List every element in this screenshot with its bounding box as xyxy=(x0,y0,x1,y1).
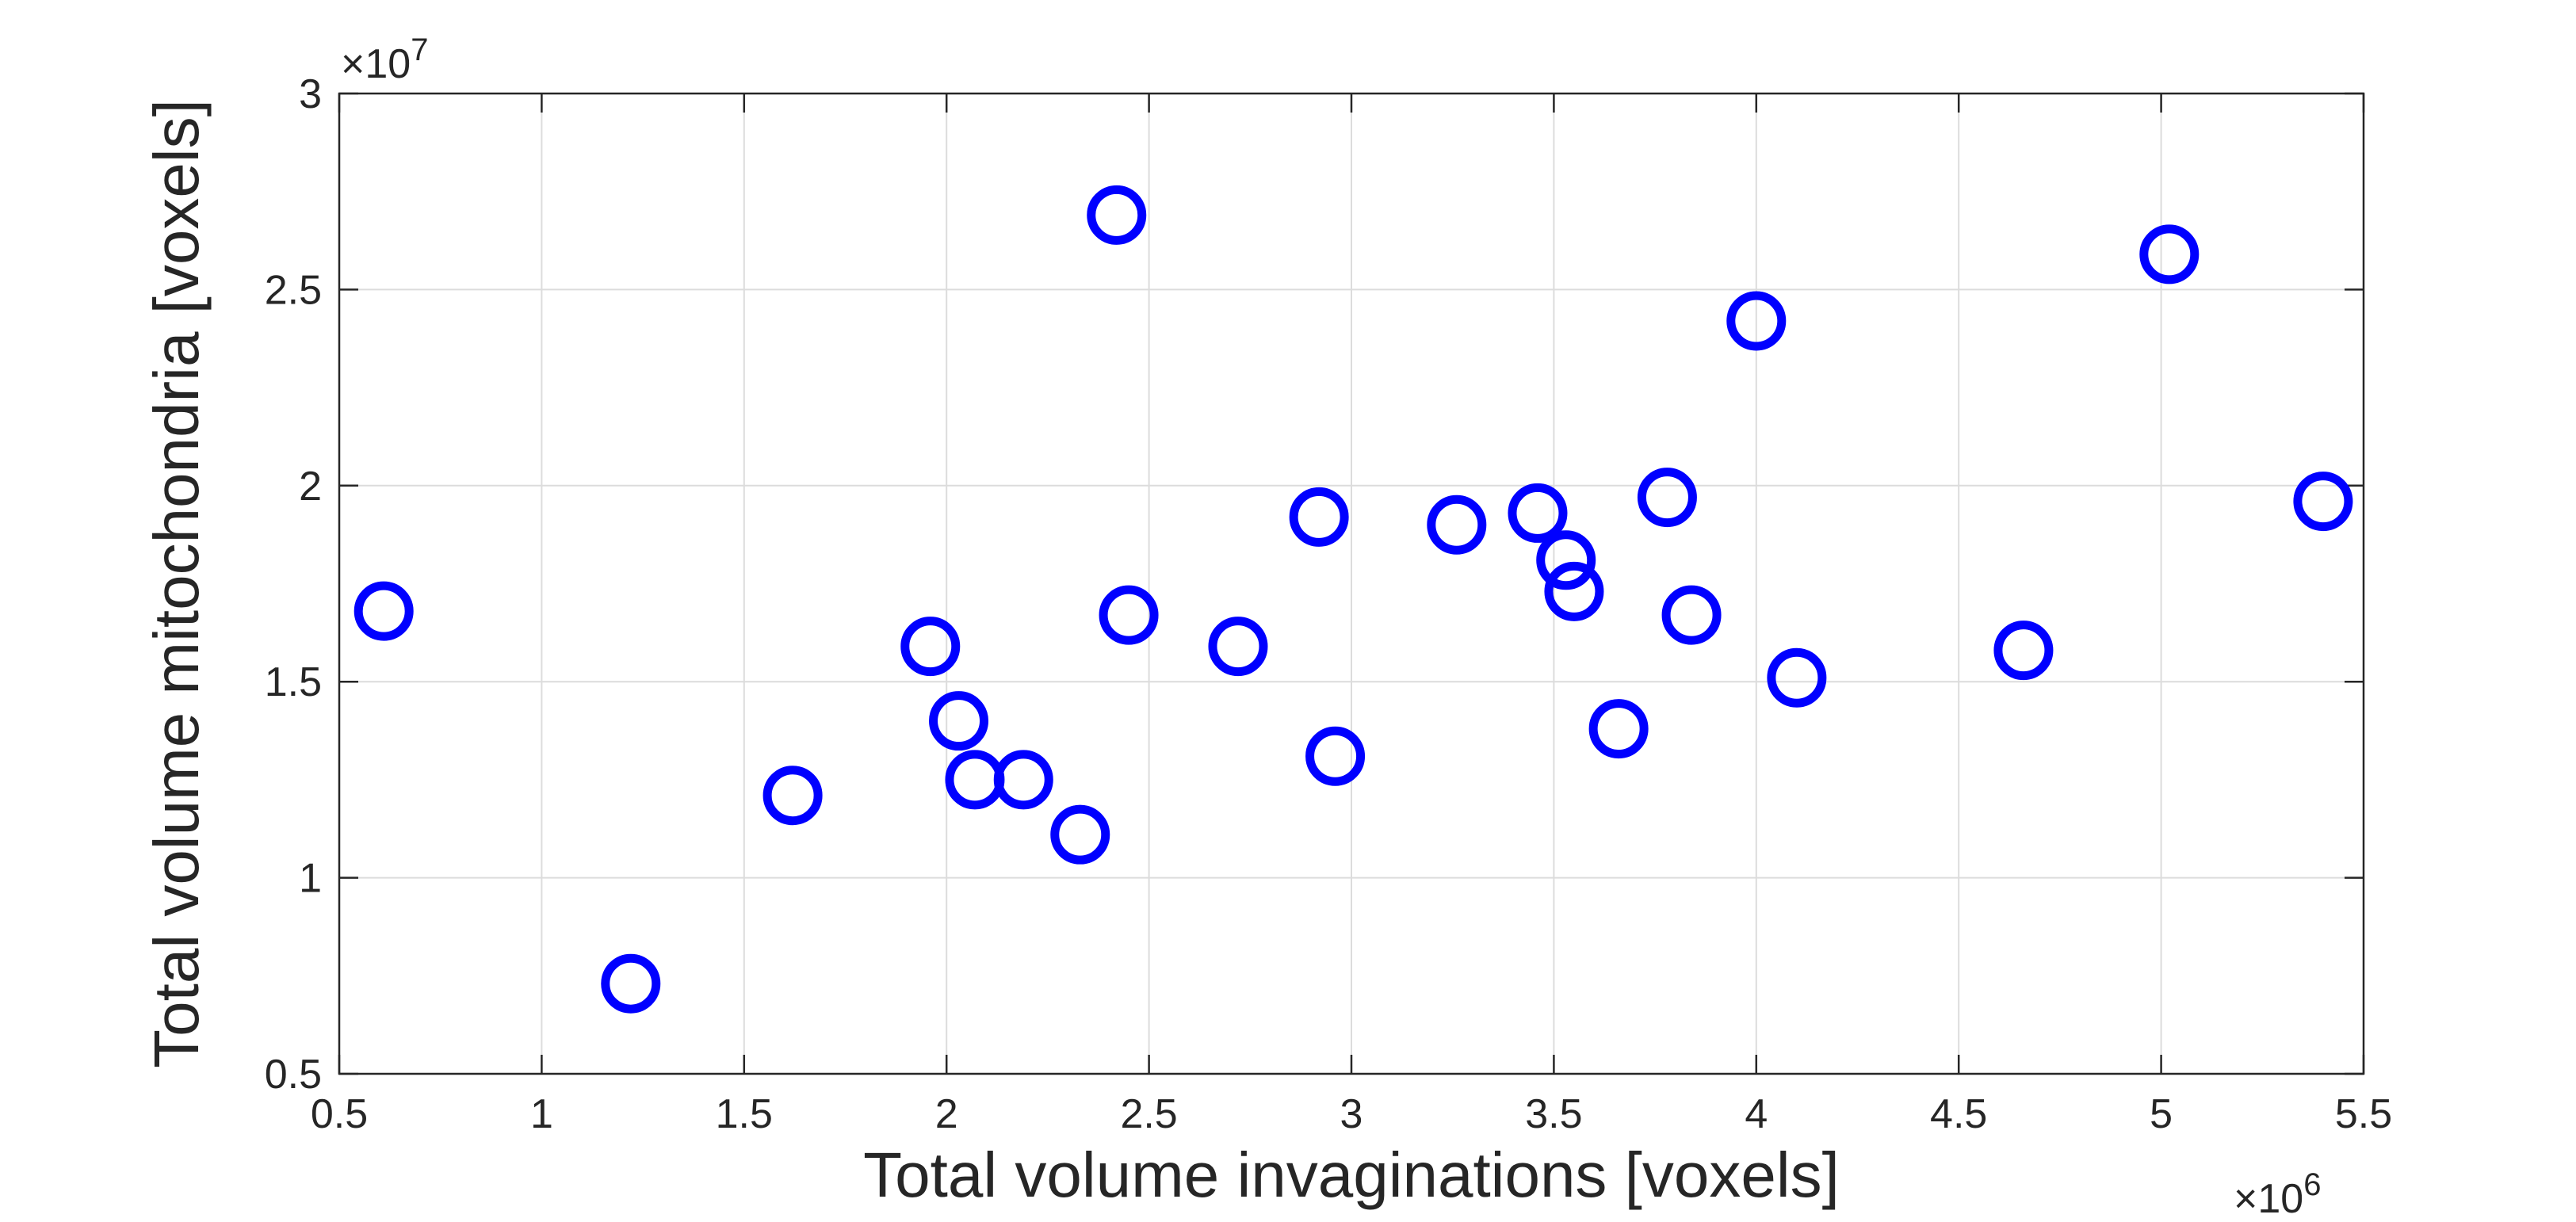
x-tick-label: 5.5 xyxy=(2335,1091,2392,1137)
y-exponent-base: ×10 xyxy=(341,41,411,87)
x-tick-label: 4 xyxy=(1745,1091,1768,1137)
y-tick-label: 2.5 xyxy=(265,267,322,313)
x-tick-labels: 0.5 1 1.5 2 2.5 3 3.5 4 4.5 5 5.5 xyxy=(311,1091,2392,1137)
data-points xyxy=(354,185,2353,1014)
x-tick-label: 3.5 xyxy=(1525,1091,1582,1137)
plot-frame xyxy=(338,92,2365,1075)
y-tick-labels: 0.5 1 1.5 2 2.5 3 xyxy=(265,71,322,1098)
data-point xyxy=(1767,647,1827,708)
y-exponent-label: ×107 xyxy=(341,32,428,87)
data-point xyxy=(900,617,961,677)
x-exponent-base: ×10 xyxy=(2234,1176,2303,1222)
data-point xyxy=(1289,487,1349,547)
data-point xyxy=(1427,495,1487,555)
data-point xyxy=(1536,530,1596,590)
data-point xyxy=(1208,617,1268,677)
data-point xyxy=(993,750,1053,810)
x-tick-label: 1 xyxy=(530,1091,553,1137)
data-point xyxy=(929,691,989,751)
data-point xyxy=(1087,185,1147,245)
data-point xyxy=(1993,621,2054,681)
x-tick-label: 4.5 xyxy=(1930,1091,1987,1137)
y-tick-label: 0.5 xyxy=(265,1052,322,1098)
data-point xyxy=(354,581,414,641)
y-axis-title: Total volume mitochondria [voxels] xyxy=(141,99,212,1068)
data-point xyxy=(1050,804,1110,865)
axis-ticks xyxy=(338,92,2365,1075)
data-point xyxy=(762,766,823,826)
data-point xyxy=(1508,483,1568,543)
data-point xyxy=(1661,585,1722,645)
y-tick-label: 1.5 xyxy=(265,659,322,705)
data-point xyxy=(1099,585,1159,645)
y-exponent-power: 7 xyxy=(411,32,428,67)
x-axis-title: Total volume invaginations [voxels] xyxy=(863,1140,1840,1210)
x-tick-label: 5 xyxy=(2150,1091,2173,1137)
x-tick-label: 2 xyxy=(935,1091,958,1137)
data-point xyxy=(601,953,661,1014)
y-tick-label: 2 xyxy=(299,464,322,510)
data-point xyxy=(1305,726,1366,786)
data-point xyxy=(1588,699,1649,759)
x-exponent-power: 6 xyxy=(2303,1167,2321,1202)
y-tick-label: 1 xyxy=(299,856,322,902)
data-point xyxy=(1544,561,1604,621)
x-tick-label: 2.5 xyxy=(1120,1091,1177,1137)
data-point xyxy=(2293,472,2353,532)
x-tick-label: 0.5 xyxy=(311,1091,368,1137)
x-tick-label: 3 xyxy=(1340,1091,1363,1137)
data-point xyxy=(1637,468,1697,528)
y-tick-label: 3 xyxy=(299,71,322,117)
data-point xyxy=(1726,291,1787,351)
data-point xyxy=(2139,224,2200,284)
x-exponent-label: ×106 xyxy=(2234,1167,2321,1222)
x-tick-label: 1.5 xyxy=(716,1091,773,1137)
